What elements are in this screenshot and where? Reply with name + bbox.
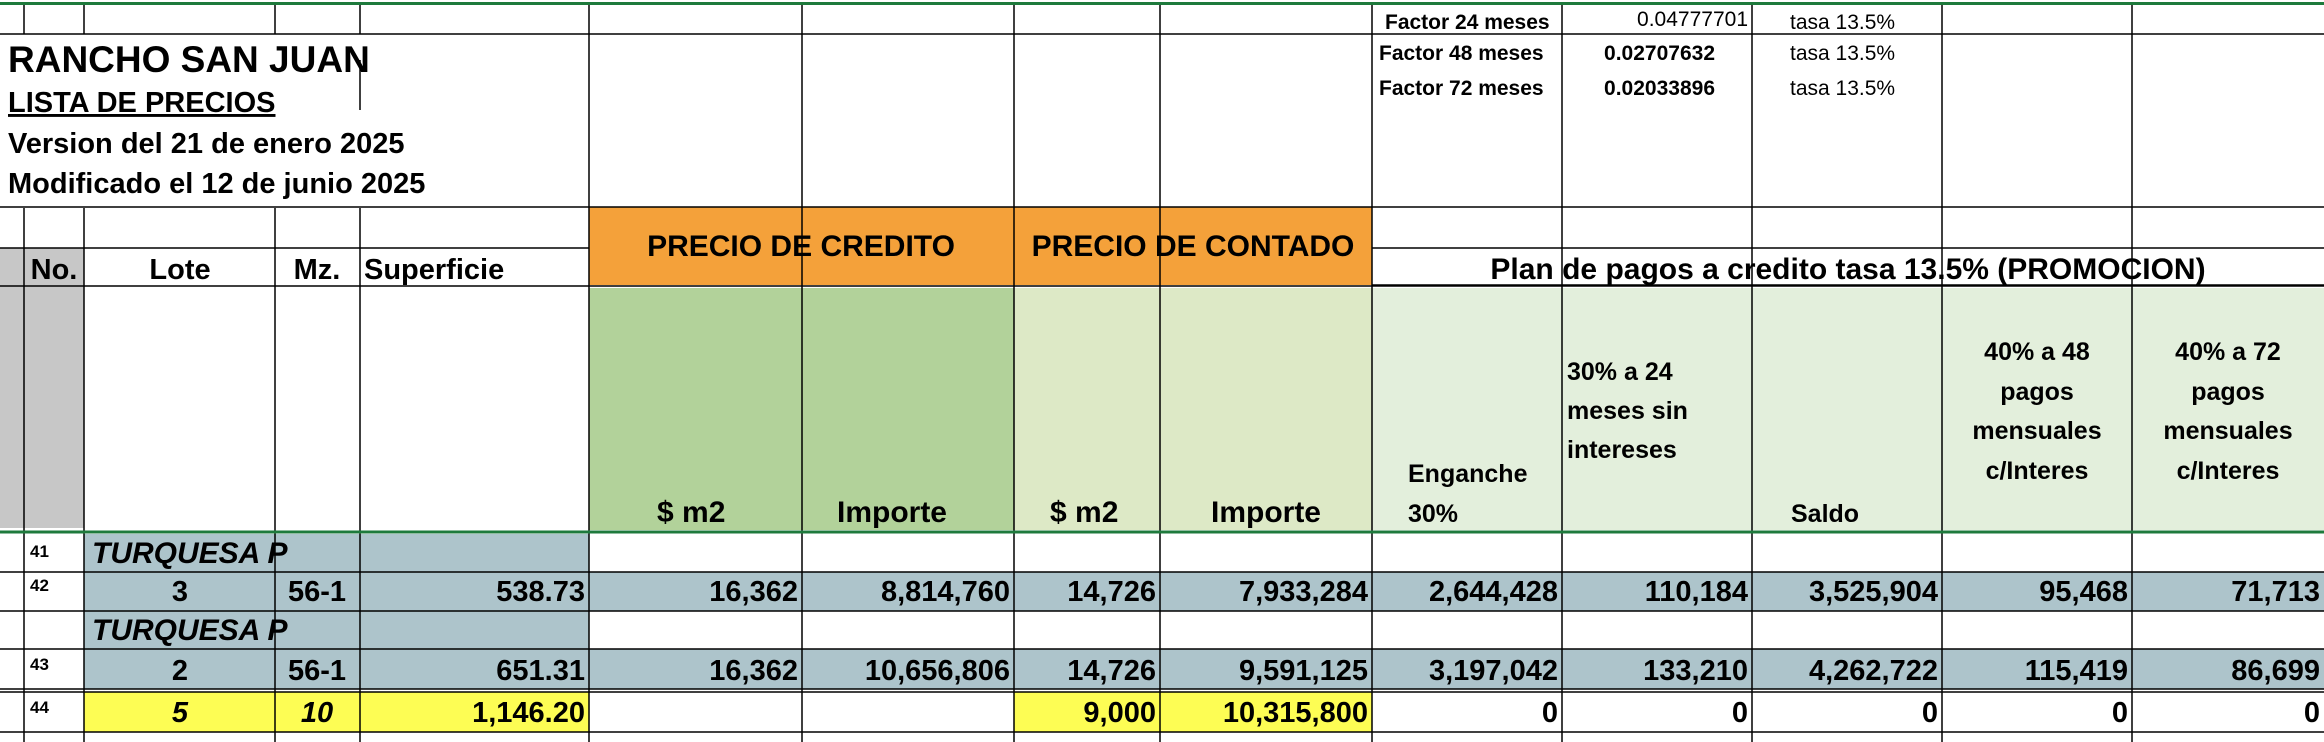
column-headers: No. Lote Mz. Superficie $ m2 Importe $ m… [31,254,2293,529]
column-header-c24-3: intereses [1567,436,1677,464]
cell-saldo: 3,525,904 [1809,576,1938,608]
cell-c72: 71,713 [2231,576,2320,608]
factor-value: 0.02033896 [1604,77,1715,100]
factor-value: 0.02707632 [1604,42,1715,65]
column-header-c48-4: c/Interes [1986,457,2089,485]
cell-superficie: 1,146.20 [472,697,585,729]
factor-label: Factor 24 meses [1385,11,1550,34]
group-headers: PRECIO DE CREDITO PRECIO DE CONTADO Plan… [647,230,2206,286]
cell-c72: 0 [2304,697,2320,729]
factor-rate: tasa 13.5% [1790,11,1895,34]
column-header-cash-m2: $ m2 [1050,496,1118,529]
cell-c24: 110,184 [1645,576,1748,608]
cell-cash-m2: 9,000 [1083,697,1156,729]
column-header-c72-4: c/Interes [2177,457,2280,485]
company-name: RANCHO SAN JUAN [8,39,370,80]
factor-value: 0.04777701 [1637,8,1748,31]
section-label: TURQUESA P [92,614,289,647]
cell-cash-importe: 7,933,284 [1239,576,1368,608]
grid-lines [0,5,2324,742]
cell-cash-importe: 10,315,800 [1223,697,1368,729]
column-header-c48-3: mensuales [1972,417,2101,445]
row-number: 41 [30,542,49,561]
cell-enganche: 0 [1542,697,1558,729]
cell-credit-importe: 10,656,806 [865,655,1010,687]
column-header-lote: Lote [149,254,210,286]
document-header: RANCHO SAN JUAN LISTA DE PRECIOS Version… [8,39,425,200]
column-header-c72-3: mensuales [2163,417,2292,445]
column-header-c24-2: meses sin [1567,397,1688,425]
section-label: TURQUESA P [92,537,289,570]
column-header-enganche-2: 30% [1408,500,1458,528]
cell-lote: 2 [172,655,188,687]
cell-enganche: 2,644,428 [1429,576,1558,608]
list-title: LISTA DE PRECIOS [8,87,275,119]
column-header-credit-importe: Importe [837,496,947,529]
factor-label: Factor 48 meses [1379,42,1544,65]
cell-c24: 0 [1732,697,1748,729]
cell-saldo: 0 [1922,697,1938,729]
column-header-c24-1: 30% a 24 [1567,358,1673,386]
cell-lote: 5 [172,697,189,729]
data-rows: 3 56-1 538.73 16,362 8,814,760 14,726 7,933,28… [172,576,2320,729]
cell-mz: 10 [301,697,333,729]
cash-price-header: PRECIO DE CONTADO [1032,230,1355,263]
column-header-c48-2: pagos [2000,378,2074,406]
cell-mz: 56-1 [288,655,346,687]
row-number: 42 [30,576,49,595]
factor-label: Factor 72 meses [1379,77,1544,100]
modified-text: Modificado el 12 de junio 2025 [8,168,425,200]
cell-credit-m2: 16,362 [709,576,798,608]
cell-enganche: 3,197,042 [1429,655,1558,687]
section-labels: TURQUESA P TURQUESA P [92,537,289,647]
cell-superficie: 651.31 [496,655,585,687]
factor-rate: tasa 13.5% [1790,42,1895,65]
column-header-enganche-1: Enganche [1408,460,1528,488]
cell-c48: 95,468 [2039,576,2128,608]
column-header-cash-importe: Importe [1211,496,1321,529]
payment-plan-header: Plan de pagos a credito tasa 13.5% (PROM… [1490,253,2205,286]
column-header-c72-1: 40% a 72 [2175,338,2281,366]
cell-c48: 0 [2112,697,2128,729]
cell-superficie: 538.73 [496,576,585,608]
column-header-mz: Mz. [294,254,341,286]
cell-cash-m2: 14,726 [1067,576,1156,608]
row-number: 44 [30,698,49,717]
cell-c72: 86,699 [2231,655,2320,687]
cell-c24: 133,210 [1643,655,1748,687]
factor-table: Factor 24 meses 0.04777701 tasa 13.5% Fa… [1379,8,1895,100]
cell-cash-importe: 9,591,125 [1239,655,1368,687]
row-numbers: 41 42 43 44 [30,542,49,717]
column-header-c48-1: 40% a 48 [1984,338,2090,366]
cell-saldo: 4,262,722 [1809,655,1938,687]
cell-c48: 115,419 [2025,655,2128,687]
version-text: Version del 21 de enero 2025 [8,128,405,160]
column-header-superficie: Superficie [364,254,504,286]
cell-credit-importe: 8,814,760 [881,576,1010,608]
column-header-c72-2: pagos [2191,378,2265,406]
cell-mz: 56-1 [288,576,346,608]
column-header-saldo: Saldo [1791,500,1859,528]
factor-rate: tasa 13.5% [1790,77,1895,100]
cell-credit-m2: 16,362 [709,655,798,687]
cell-lote: 3 [172,576,188,608]
column-header-no: No. [31,254,78,286]
credit-price-header: PRECIO DE CREDITO [647,230,955,263]
column-header-credit-m2: $ m2 [657,496,725,529]
cell-cash-m2: 14,726 [1067,655,1156,687]
row-number: 43 [30,655,49,674]
